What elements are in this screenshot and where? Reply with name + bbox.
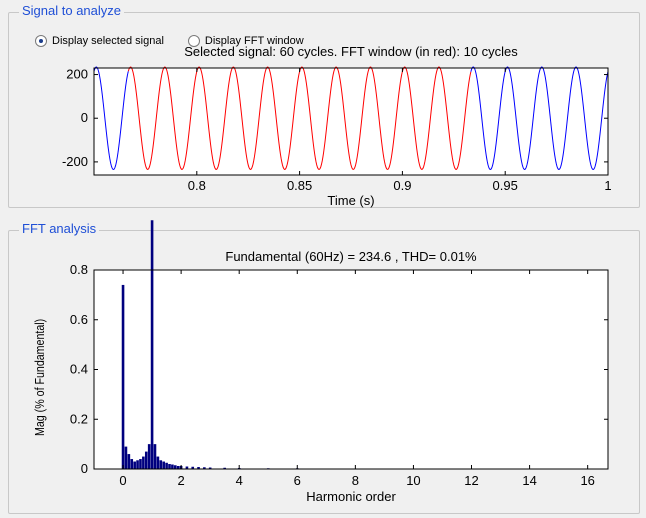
fft-harmonic-bar [165,462,168,469]
fft-harmonic-bar [121,284,125,469]
signal-series-line [470,66,609,170]
fft-harmonic-bar [162,461,165,469]
signal-x-tick-label: 0.9 [393,178,411,193]
fft-harmonic-bar [139,459,142,469]
signal-x-axis-label: Time (s) [327,193,374,208]
fft-y-tick-label: 0.4 [70,362,88,377]
signal-x-tick-label: 0.95 [493,178,518,193]
fft-harmonic-bar [127,454,131,469]
signal-y-tick-label: 200 [66,67,88,82]
signal-series-line [93,66,129,170]
fft-y-tick-label: 0 [81,461,88,476]
signal-x-tick-label: 0.85 [287,178,312,193]
fft-harmonic-bar [142,456,145,469]
signal-radio-group: Display selected signal Display FFT wind… [35,35,322,47]
fft-x-axis-label: Harmonic order [306,489,396,504]
fft-harmonic-bar [136,460,139,469]
fft-panel-title: FFT analysis [19,221,100,237]
radio-display-selected-signal-label: Display selected signal [52,35,164,47]
fft-plot-title: Fundamental (60Hz) = 234.6 , THD= 0.01% [225,249,477,264]
fft-harmonic-bar [197,467,200,469]
fft-harmonic-bar [150,220,154,469]
fft-plot-area [94,270,608,469]
fft-panel: FFT analysis [8,221,640,514]
radio-unchecked-icon[interactable] [187,35,200,47]
signal-x-tick-label: 0.8 [188,178,206,193]
fft-x-tick-label: 12 [464,473,478,488]
fft-harmonic-bar [147,444,151,470]
fft-harmonic-bar [130,459,134,469]
radio-display-selected-signal[interactable]: Display selected signal [35,35,164,47]
fft-harmonic-bar [174,465,177,469]
fft-harmonic-bar [159,460,163,469]
signal-panel-title: Signal to analyze [19,3,125,19]
fft-harmonic-bar [156,456,160,469]
signal-y-tick-label: -200 [62,154,88,169]
fft-x-tick-label: 14 [522,473,536,488]
signal-plot-title: Selected signal: 60 cycles. FFT window (… [184,44,518,59]
fft-y-tick-label: 0.2 [70,411,88,426]
radio-display-fft-window-label: Display FFT window [204,35,304,47]
fft-harmonic-bar [124,446,128,469]
fft-x-tick-label: 0 [119,473,126,488]
fft-y-tick-label: 0.6 [70,312,88,327]
fft-harmonic-bar [153,444,157,470]
fft-x-tick-label: 2 [178,473,185,488]
fft-harmonic-bar [171,464,174,469]
fft-harmonic-bar [144,451,148,469]
fft-x-tick-label: 8 [352,473,359,488]
fft-y-axis-label: Mag (% of Fundamental) [32,319,47,436]
signal-x-tick-label: 1 [604,178,611,193]
fft-harmonic-bar [176,466,180,469]
fft-harmonic-bar [133,461,136,469]
fft-x-tick-label: 4 [236,473,243,488]
fft-harmonic-bar [203,467,206,469]
radio-display-fft-window[interactable]: Display FFT window [187,35,304,47]
signal-plot-area [94,68,608,175]
fft-harmonic-bar [191,466,195,469]
fft-x-tick-label: 16 [580,473,594,488]
fft-harmonic-bar [185,466,189,469]
fft-harmonic-bar [208,467,212,469]
radio-checked-icon[interactable] [35,35,47,47]
fft-y-tick-label: 0.8 [70,262,88,277]
signal-y-tick-label: 0 [81,110,88,125]
fft-x-tick-label: 6 [294,473,301,488]
signal-plot-frame [93,67,609,176]
fft-harmonic-bar [168,464,171,469]
fft-x-tick-label: 10 [406,473,420,488]
signal-panel: Signal to analyze Display selected signa… [8,3,640,208]
fft-harmonic-bar [223,467,226,469]
